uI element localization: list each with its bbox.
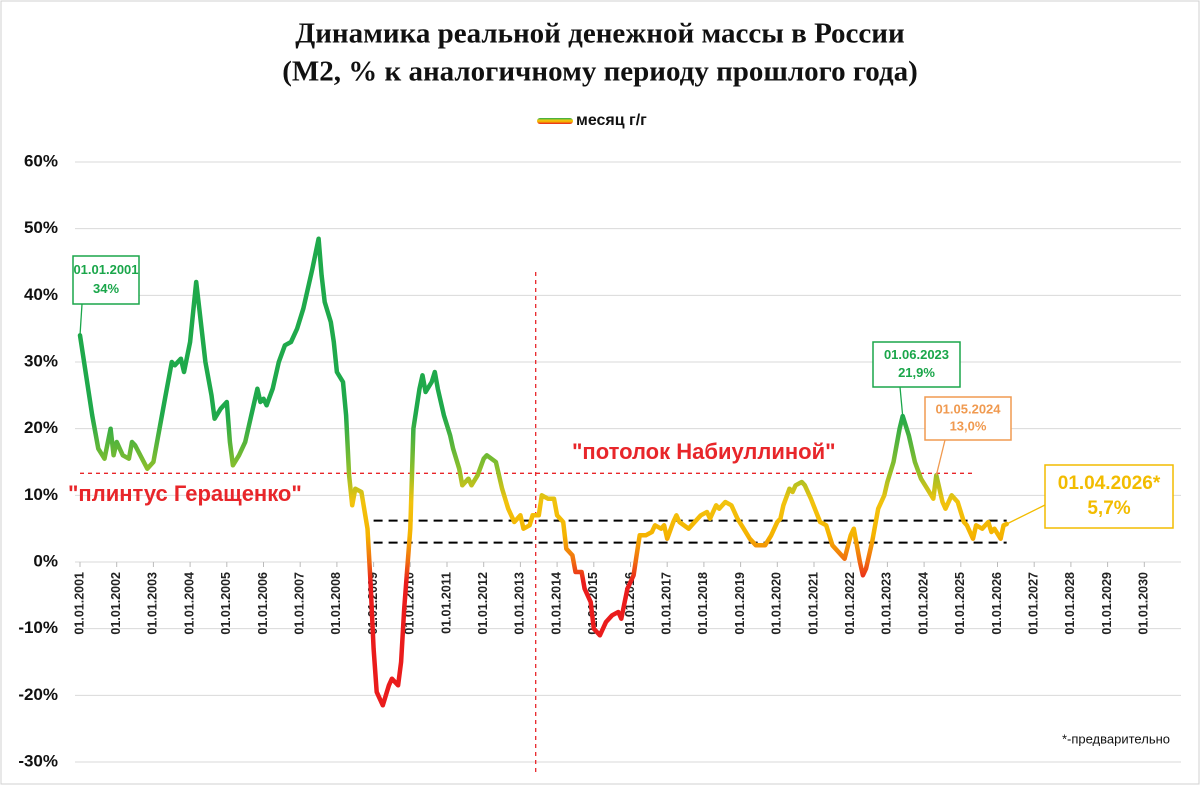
x-tick-label: 01.01.2001: [72, 572, 86, 635]
callout-label: 01.05.2024: [935, 401, 1001, 416]
x-tick-label: 01.01.2007: [292, 572, 306, 635]
callout-connector: [79, 303, 83, 336]
callout-box: [924, 396, 1012, 441]
y-tick-label: 60%: [24, 151, 58, 170]
y-tick-label: -10%: [18, 618, 58, 637]
x-tick-label: 01.01.2008: [329, 572, 343, 635]
y-tick-label: 10%: [24, 485, 58, 504]
chart-subtitle: (М2, % к аналогичному периоду прошлого г…: [282, 56, 918, 88]
x-tick-label: 01.01.2028: [1063, 572, 1077, 635]
x-tick-label: 01.01.2025: [953, 572, 967, 635]
callout-connector: [1006, 504, 1046, 525]
y-tick-label: -20%: [18, 685, 58, 704]
callout-label: 01.04.2026*: [1058, 473, 1161, 494]
callout-label: 01.06.2023: [884, 347, 949, 362]
x-tick-label: 01.01.2027: [1026, 572, 1040, 635]
x-tick-label: 01.01.2024: [916, 572, 930, 635]
x-tick-label: 01.01.2006: [256, 572, 270, 635]
x-tick-label: 01.01.2020: [770, 572, 784, 635]
callout-label: 13,0%: [950, 419, 987, 434]
x-tick-label: 01.01.2003: [146, 572, 160, 635]
callout-box: [72, 255, 140, 305]
callout-label: 21,9%: [898, 365, 935, 380]
x-tick-label: 01.01.2019: [733, 572, 747, 635]
legend-label: месяц г/г: [576, 112, 647, 129]
y-tick-label: 0%: [33, 551, 58, 570]
annotation-text: "плинтус Геращенко": [68, 481, 302, 506]
x-tick-label: 01.01.2013: [513, 572, 527, 635]
legend-swatch: [537, 118, 573, 124]
annotation-text: *-предварительно: [1062, 731, 1170, 746]
x-tick-label: 01.01.2018: [696, 572, 710, 635]
callout-box: [872, 341, 961, 388]
x-tick-label: 01.01.2014: [549, 572, 563, 635]
annotation-text: "потолок Набиуллиной": [572, 439, 836, 464]
x-tick-label: 01.01.2002: [109, 572, 123, 635]
x-tick-label: 01.01.2026: [990, 572, 1004, 635]
callout-box: [1044, 464, 1174, 529]
y-tick-label: 20%: [24, 418, 58, 437]
callout-label: 34%: [93, 281, 119, 296]
x-tick-label: 01.01.2021: [806, 572, 820, 635]
x-tick-label: 01.01.2004: [182, 572, 196, 635]
x-tick-label: 01.01.2022: [843, 572, 857, 635]
callout-label: 5,7%: [1087, 498, 1130, 519]
x-tick-label: 01.01.2017: [659, 572, 673, 635]
data-line: [77, 236, 1009, 708]
y-tick-label: 40%: [24, 285, 58, 304]
callout-connector: [935, 439, 946, 476]
chart-title: Динамика реальной денежной массы в Росси…: [295, 18, 904, 50]
x-tick-label: 01.01.2011: [439, 572, 453, 634]
x-tick-label: 01.01.2005: [219, 572, 233, 635]
y-tick-label: 30%: [24, 351, 58, 370]
x-tick-label: 01.01.2029: [1100, 572, 1114, 635]
callout-connector: [899, 386, 904, 417]
x-tick-label: 01.01.2030: [1137, 572, 1151, 635]
y-tick-label: -30%: [18, 751, 58, 770]
y-tick-label: 50%: [24, 218, 58, 237]
callout-label: 01.01.2001: [73, 262, 138, 277]
x-tick-label: 01.01.2012: [476, 572, 490, 635]
x-tick-label: 01.01.2023: [880, 572, 894, 635]
